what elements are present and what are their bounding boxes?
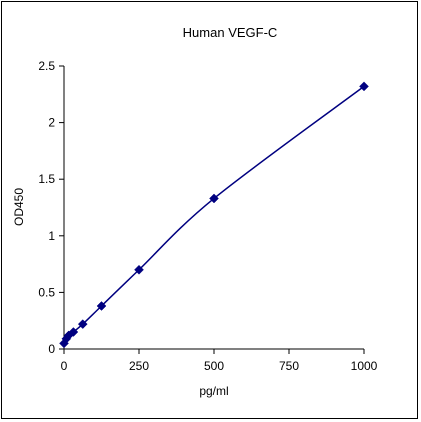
- data-point: [96, 301, 107, 311]
- axes: [63, 66, 364, 350]
- data-points: [59, 81, 369, 349]
- y-tick-label: 1: [48, 229, 55, 243]
- data-point: [359, 81, 369, 92]
- y-tick-label: 0.5: [38, 285, 55, 299]
- y-axis-title: OD450: [12, 188, 26, 226]
- y-tick-label: 0: [48, 342, 55, 356]
- x-tick-label: 250: [129, 359, 149, 373]
- fit-curve: [63, 85, 365, 344]
- x-tick-label: 750: [279, 359, 299, 373]
- data-point: [134, 264, 144, 275]
- y-tick-label: 2: [48, 116, 55, 130]
- y-tick-label: 2.5: [38, 59, 55, 73]
- x-axis-title: pg/ml: [199, 384, 228, 398]
- fit-curve-group: [63, 85, 365, 344]
- data-point: [77, 319, 88, 329]
- x-tick-label: 500: [204, 359, 224, 373]
- x-tick-label: 0: [61, 359, 68, 373]
- ticks: 0 0.5 1 1.5 2 2.5 0 250 500 750 1000: [38, 59, 377, 373]
- data-point: [68, 327, 79, 337]
- chart-title: Human VEGF-C: [183, 25, 278, 40]
- x-tick-label: 1000: [351, 359, 378, 373]
- y-tick-label: 1.5: [38, 172, 55, 186]
- data-point: [209, 193, 219, 204]
